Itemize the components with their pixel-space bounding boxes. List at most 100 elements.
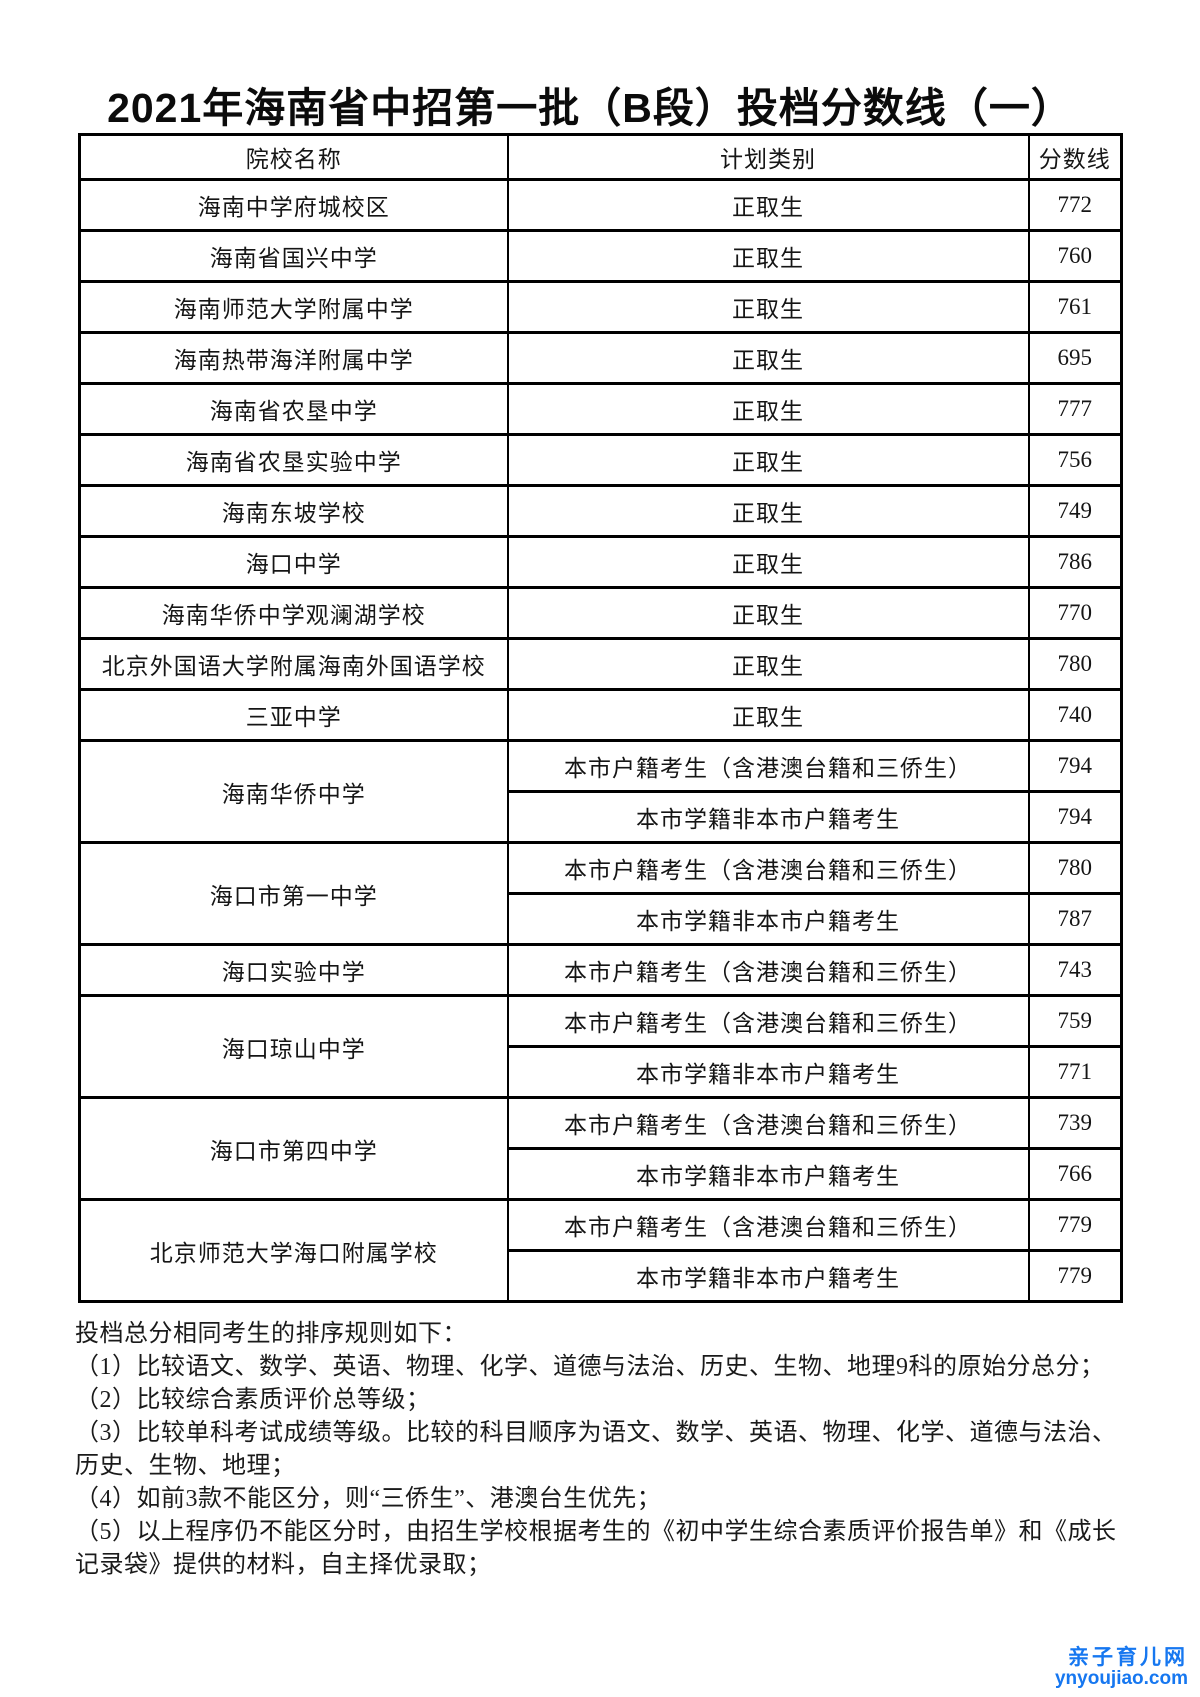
table-row: 本市学籍非本市户籍考生 779 <box>80 1249 1123 1303</box>
notes-block: 投档总分相同考生的排序规则如下： （1）比较语文、数学、英语、物理、化学、道德与… <box>75 1318 1185 1582</box>
table-row: 海南师范大学附属中学 正取生 761 <box>78 280 1123 334</box>
page-title: 2021年海南省中招第一批（B段）投档分数线（一） <box>107 85 1073 131</box>
table-row: 海南华侨中学观澜湖学校 正取生 770 <box>78 586 1123 640</box>
table-header-row: 院校名称 计划类别 分数线 <box>78 133 1123 181</box>
admission-scores-table: 院校名称 计划类别 分数线 海南中学府城校区 正取生 772 海南省国兴中学 正取生 76… <box>78 133 1123 1303</box>
school-name-cell: 海南省农垦实验中学 <box>78 433 509 487</box>
plan-category-cell: 本市户籍考生（含港澳台籍和三侨生） <box>506 994 1030 1048</box>
note-line: （1）比较语文、数学、英语、物理、化学、道德与法治、历史、生物、地理9科的原始分… <box>75 1354 1105 1380</box>
table-body: 海南中学府城校区 正取生 772 海南省国兴中学 正取生 760 海南师范大学附属中学 正取生… <box>78 178 1123 1303</box>
table-row: 本市学籍非本市户籍考生 794 <box>80 790 1123 844</box>
note-line: 投档总分相同考生的排序规则如下： <box>75 1321 467 1347</box>
score-cell: 780 <box>1027 841 1123 895</box>
score-cell: 779 <box>1027 1249 1123 1303</box>
note-line: 历史、生物、地理； <box>75 1453 296 1479</box>
table-row: 海口中学 正取生 786 <box>78 535 1123 589</box>
table-row: 海口市第一中学 本市户籍考生（含港澳台籍和三侨生） 780 <box>78 841 1123 946</box>
school-name-cell: 海南热带海洋附属中学 <box>78 331 509 385</box>
table-row: 海南中学府城校区 正取生 772 <box>78 178 1123 232</box>
plan-category-cell: 正取生 <box>506 178 1030 232</box>
table-row: 海口琼山中学 本市户籍考生（含港澳台籍和三侨生） 759 <box>78 994 1123 1099</box>
score-cell: 770 <box>1027 586 1123 640</box>
note-line: （5）以上程序仍不能区分时，由招生学校根据考生的《初中学生综合素质评价报告单》和… <box>75 1519 1117 1545</box>
table-row: 本市学籍非本市户籍考生 771 <box>80 1045 1123 1099</box>
plan-category-cell: 正取生 <box>506 535 1030 589</box>
watermark-site-url: ynyoujiao.com <box>1054 1668 1188 1690</box>
school-name-cell: 北京外国语大学附属海南外国语学校 <box>78 637 509 691</box>
score-cell: 771 <box>1027 1045 1123 1099</box>
plan-category-cell: 本市学籍非本市户籍考生 <box>506 1045 1030 1099</box>
table-row: 海南东坡学校 正取生 749 <box>78 484 1123 538</box>
school-name-cell: 海南华侨中学 <box>78 739 509 844</box>
school-name-cell: 海南省农垦中学 <box>78 382 509 436</box>
plan-category-cell: 本市户籍考生（含港澳台籍和三侨生） <box>506 943 1030 997</box>
note-line: （4）如前3款不能区分，则“三侨生”、港澳台生优先； <box>75 1486 662 1512</box>
school-name-cell: 北京师范大学海口附属学校 <box>78 1198 509 1303</box>
school-name-cell: 海口实验中学 <box>78 943 509 997</box>
table-row: 海南华侨中学 本市户籍考生（含港澳台籍和三侨生） 794 <box>78 739 1123 844</box>
plan-category-cell: 正取生 <box>506 433 1030 487</box>
plan-category-cell: 本市户籍考生（含港澳台籍和三侨生） <box>506 1096 1030 1150</box>
table-row: 北京师范大学海口附属学校 本市户籍考生（含港澳台籍和三侨生） 779 <box>78 1198 1123 1303</box>
score-cell: 794 <box>1027 739 1123 793</box>
table-row: 本市学籍非本市户籍考生 766 <box>80 1147 1123 1201</box>
plan-category-cell: 正取生 <box>506 484 1030 538</box>
school-name-cell: 海口中学 <box>78 535 509 589</box>
score-cell: 766 <box>1027 1147 1123 1201</box>
score-cell: 743 <box>1027 943 1123 997</box>
table-row: 海口市第四中学 本市户籍考生（含港澳台籍和三侨生） 739 <box>78 1096 1123 1201</box>
school-name-cell: 海口市第一中学 <box>78 841 509 946</box>
plan-category-cell: 正取生 <box>506 688 1030 742</box>
note-line: 记录袋》提供的材料，自主择优录取； <box>75 1552 492 1578</box>
site-watermark: 亲子育儿网 ynyoujiao.com <box>1055 1646 1188 1690</box>
plan-category-cell: 本市户籍考生（含港澳台籍和三侨生） <box>506 739 1030 793</box>
header-plan-category: 计划类别 <box>506 133 1030 181</box>
header-score-line: 分数线 <box>1027 133 1123 181</box>
table-row: 北京外国语大学附属海南外国语学校 正取生 780 <box>78 637 1123 691</box>
plan-category-cell: 正取生 <box>506 637 1030 691</box>
plan-category-cell: 正取生 <box>506 331 1030 385</box>
score-cell: 779 <box>1027 1198 1123 1252</box>
table-row: 本市学籍非本市户籍考生 787 <box>80 892 1123 946</box>
school-name-cell: 海口市第四中学 <box>78 1096 509 1201</box>
score-cell: 740 <box>1027 688 1123 742</box>
school-name-cell: 海南东坡学校 <box>78 484 509 538</box>
score-cell: 695 <box>1027 331 1123 385</box>
score-cell: 777 <box>1027 382 1123 436</box>
school-name-cell: 海南省国兴中学 <box>78 229 509 283</box>
score-cell: 760 <box>1027 229 1123 283</box>
plan-category-cell: 本市学籍非本市户籍考生 <box>506 1147 1030 1201</box>
table-row: 三亚中学 正取生 740 <box>78 688 1123 742</box>
score-cell: 787 <box>1027 892 1123 946</box>
note-line: （3）比较单科考试成绩等级。比较的科目顺序为语文、数学、英语、物理、化学、道德与… <box>75 1420 1117 1446</box>
score-cell: 761 <box>1027 280 1123 334</box>
score-cell: 749 <box>1027 484 1123 538</box>
plan-category-cell: 正取生 <box>506 382 1030 436</box>
score-cell: 739 <box>1027 1096 1123 1150</box>
school-name-cell: 海口琼山中学 <box>78 994 509 1099</box>
plan-category-cell: 正取生 <box>506 229 1030 283</box>
table-row: 海南省农垦中学 正取生 777 <box>78 382 1123 436</box>
score-cell: 759 <box>1027 994 1123 1048</box>
plan-category-cell: 本市学籍非本市户籍考生 <box>506 1249 1030 1303</box>
plan-category-cell: 本市学籍非本市户籍考生 <box>506 892 1030 946</box>
plan-category-cell: 正取生 <box>506 586 1030 640</box>
school-name-cell: 海南中学府城校区 <box>78 178 509 232</box>
school-name-cell: 三亚中学 <box>78 688 509 742</box>
table-row: 海南热带海洋附属中学 正取生 695 <box>78 331 1123 385</box>
school-name-cell: 海南师范大学附属中学 <box>78 280 509 334</box>
table-row: 海口实验中学 本市户籍考生（含港澳台籍和三侨生） 743 <box>78 943 1123 997</box>
score-cell: 772 <box>1027 178 1123 232</box>
score-cell: 794 <box>1027 790 1123 844</box>
plan-category-cell: 本市户籍考生（含港澳台籍和三侨生） <box>506 841 1030 895</box>
score-cell: 786 <box>1027 535 1123 589</box>
note-line: （2）比较综合素质评价总等级； <box>75 1387 431 1413</box>
table-row: 海南省农垦实验中学 正取生 756 <box>78 433 1123 487</box>
table-row: 海南省国兴中学 正取生 760 <box>78 229 1123 283</box>
plan-category-cell: 正取生 <box>506 280 1030 334</box>
plan-category-cell: 本市户籍考生（含港澳台籍和三侨生） <box>506 1198 1030 1252</box>
header-school-name: 院校名称 <box>78 133 509 181</box>
watermark-site-name: 亲子育儿网 <box>1068 1646 1188 1669</box>
score-cell: 780 <box>1027 637 1123 691</box>
school-name-cell: 海南华侨中学观澜湖学校 <box>78 586 509 640</box>
